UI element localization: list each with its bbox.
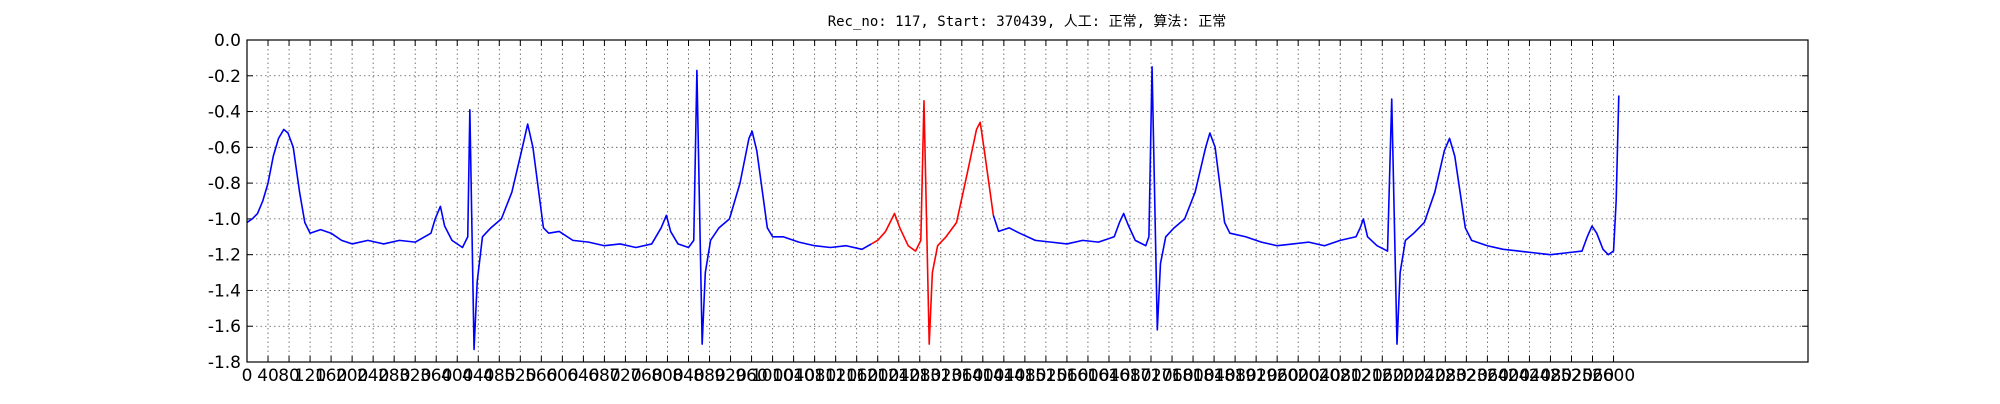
x-tick-label: 720 (609, 366, 641, 386)
x-tick-label: 2200 (1382, 366, 1425, 386)
x-tick-label: 1480 (1003, 366, 1046, 386)
x-tick-label: 2560 (1571, 366, 1614, 386)
x-tick-label: 1440 (982, 366, 1025, 386)
x-tick-label: 120 (294, 366, 326, 386)
y-tick-label: -1.2 (208, 246, 241, 266)
x-tick-label: 1840 (1192, 366, 1235, 386)
x-tick-label: 80 (278, 366, 300, 386)
x-tick-label: 2160 (1361, 366, 1404, 386)
x-tick-label: 1800 (1171, 366, 1214, 386)
x-tick-label: 1280 (898, 366, 941, 386)
x-tick-label: 1920 (1234, 366, 1277, 386)
x-tick-label: 320 (399, 366, 431, 386)
x-tick-label: 1360 (940, 366, 983, 386)
y-tick-label: -0.2 (208, 67, 241, 87)
x-tick-label: 160 (315, 366, 347, 386)
x-tick-label: 2080 (1319, 366, 1362, 386)
y-tick-label: 0.0 (214, 31, 241, 51)
x-tick-label: 1880 (1213, 366, 1256, 386)
x-tick-label: 2600 (1592, 366, 1635, 386)
x-tick-label: 1320 (919, 366, 962, 386)
y-tick-label: -1.0 (208, 210, 241, 230)
x-tick-label: 1240 (877, 366, 920, 386)
x-tick-label: 2480 (1529, 366, 1572, 386)
x-tick-label: 520 (504, 366, 536, 386)
x-tick-label: 1680 (1108, 366, 1151, 386)
x-tick-label: 640 (567, 366, 599, 386)
x-tick-label: 1600 (1066, 366, 1109, 386)
x-tick-label: 2320 (1445, 366, 1488, 386)
x-tick-label: 2440 (1508, 366, 1551, 386)
x-tick-label: 480 (483, 366, 515, 386)
x-tick-label: 760 (630, 366, 662, 386)
x-tick-label: 1000 (751, 366, 794, 386)
x-tick-label: 960 (735, 366, 767, 386)
x-tick-label: 560 (525, 366, 557, 386)
x-tick-label: 2120 (1340, 366, 1383, 386)
x-tick-label: 240 (357, 366, 389, 386)
x-tick-label: 920 (714, 366, 746, 386)
y-tick-label: -0.4 (208, 103, 241, 123)
x-tick-label: 360 (420, 366, 452, 386)
x-tick-label: 440 (462, 366, 494, 386)
x-tick-label: 1120 (814, 366, 857, 386)
x-tick-label: 2280 (1424, 366, 1467, 386)
y-tick-label: -1.8 (208, 353, 241, 373)
y-tick-label: -1.4 (208, 281, 241, 301)
x-tick-label: 1400 (961, 366, 1004, 386)
x-tick-label: 1520 (1024, 366, 1067, 386)
x-tick-label: 1720 (1129, 366, 1172, 386)
x-tick-label: 2400 (1487, 366, 1530, 386)
x-tick-label: 2520 (1550, 366, 1593, 386)
x-tick-label: 400 (441, 366, 473, 386)
x-tick-label: 2240 (1403, 366, 1446, 386)
plot-frame (246, 39, 1809, 363)
chart-title: Rec_no: 117, Start: 370439, 人工: 正常, 算法: … (828, 14, 1227, 30)
signal-line (992, 66, 1620, 345)
x-tick-label: 280 (378, 366, 410, 386)
x-tick-label: 680 (588, 366, 620, 386)
x-tick-label: 2000 (1277, 366, 1320, 386)
x-tick-label: 1640 (1087, 366, 1130, 386)
x-tick-label: 800 (651, 366, 683, 386)
x-tick-label: 600 (546, 366, 578, 386)
x-tick-label: 1160 (835, 366, 878, 386)
x-tick-label: 200 (336, 366, 368, 386)
x-tick-label: 1960 (1256, 366, 1299, 386)
x-tick-label: 2040 (1298, 366, 1341, 386)
y-tick-label: -1.6 (208, 317, 241, 337)
x-tick-label: 1200 (856, 366, 899, 386)
y-tick-label: -0.8 (208, 174, 241, 194)
x-tick-label: 1760 (1150, 366, 1193, 386)
x-tick-label: 1560 (1045, 366, 1088, 386)
x-tick-label: 1040 (772, 366, 815, 386)
x-tick-label: 2360 (1466, 366, 1509, 386)
x-tick-label: 840 (672, 366, 704, 386)
y-tick-label: -0.6 (208, 138, 241, 158)
signal-line (871, 100, 995, 345)
x-tick-label: 0 (242, 366, 253, 386)
x-tick-label: 880 (693, 366, 725, 386)
x-tick-label: 1080 (793, 366, 836, 386)
x-tick-label: 40 (257, 366, 279, 386)
signal-line (246, 69, 872, 351)
